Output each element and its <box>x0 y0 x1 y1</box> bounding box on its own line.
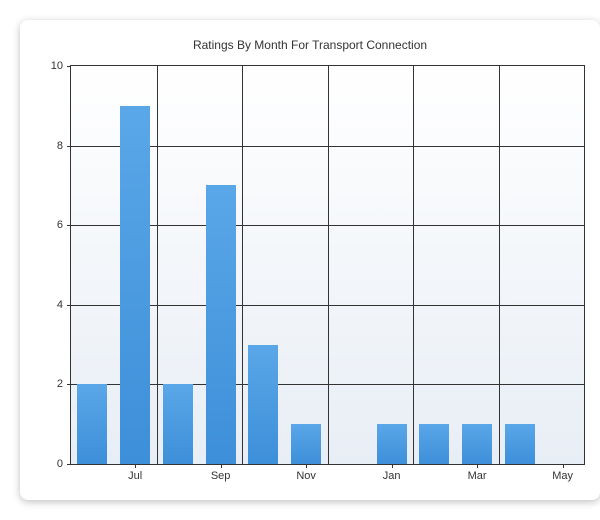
y-axis-label: 6 <box>57 219 63 231</box>
gridline-v <box>157 66 158 464</box>
y-axis-label: 4 <box>57 299 63 311</box>
y-tick <box>67 66 71 67</box>
y-axis-label: 0 <box>57 458 63 470</box>
bar <box>291 424 321 464</box>
x-tick <box>563 464 564 468</box>
x-tick <box>221 464 222 468</box>
bar <box>377 424 407 464</box>
bar <box>462 424 492 464</box>
y-tick <box>67 464 71 465</box>
y-axis-label: 2 <box>57 378 63 390</box>
x-tick <box>306 464 307 468</box>
y-tick <box>67 305 71 306</box>
x-axis-label: Mar <box>468 470 487 482</box>
bar <box>419 424 449 464</box>
x-tick <box>477 464 478 468</box>
y-axis-label: 8 <box>57 140 63 152</box>
chart-title: Ratings By Month For Transport Connectio… <box>30 38 590 52</box>
chart-container: Ratings By Month For Transport Connectio… <box>20 20 600 500</box>
x-tick <box>135 464 136 468</box>
y-axis-label: 10 <box>51 60 63 72</box>
x-axis-label: Sep <box>211 470 231 482</box>
bar <box>120 106 150 464</box>
plot-inner <box>71 66 584 464</box>
gridline-v <box>242 66 243 464</box>
y-tick <box>67 384 71 385</box>
x-axis-label: Jul <box>128 470 142 482</box>
bar <box>77 384 107 464</box>
x-axis-label: Nov <box>296 470 316 482</box>
y-tick <box>67 146 71 147</box>
bar <box>163 384 193 464</box>
x-axis-label: Jan <box>383 470 401 482</box>
y-tick <box>67 225 71 226</box>
gridline-v <box>499 66 500 464</box>
gridline-v <box>328 66 329 464</box>
bar <box>206 185 236 464</box>
bar <box>505 424 535 464</box>
x-tick <box>392 464 393 468</box>
x-axis-label: May <box>552 470 573 482</box>
plot-area: 0246810JulSepNovJanMarMay <box>70 65 585 465</box>
bar <box>248 345 278 464</box>
gridline-v <box>413 66 414 464</box>
